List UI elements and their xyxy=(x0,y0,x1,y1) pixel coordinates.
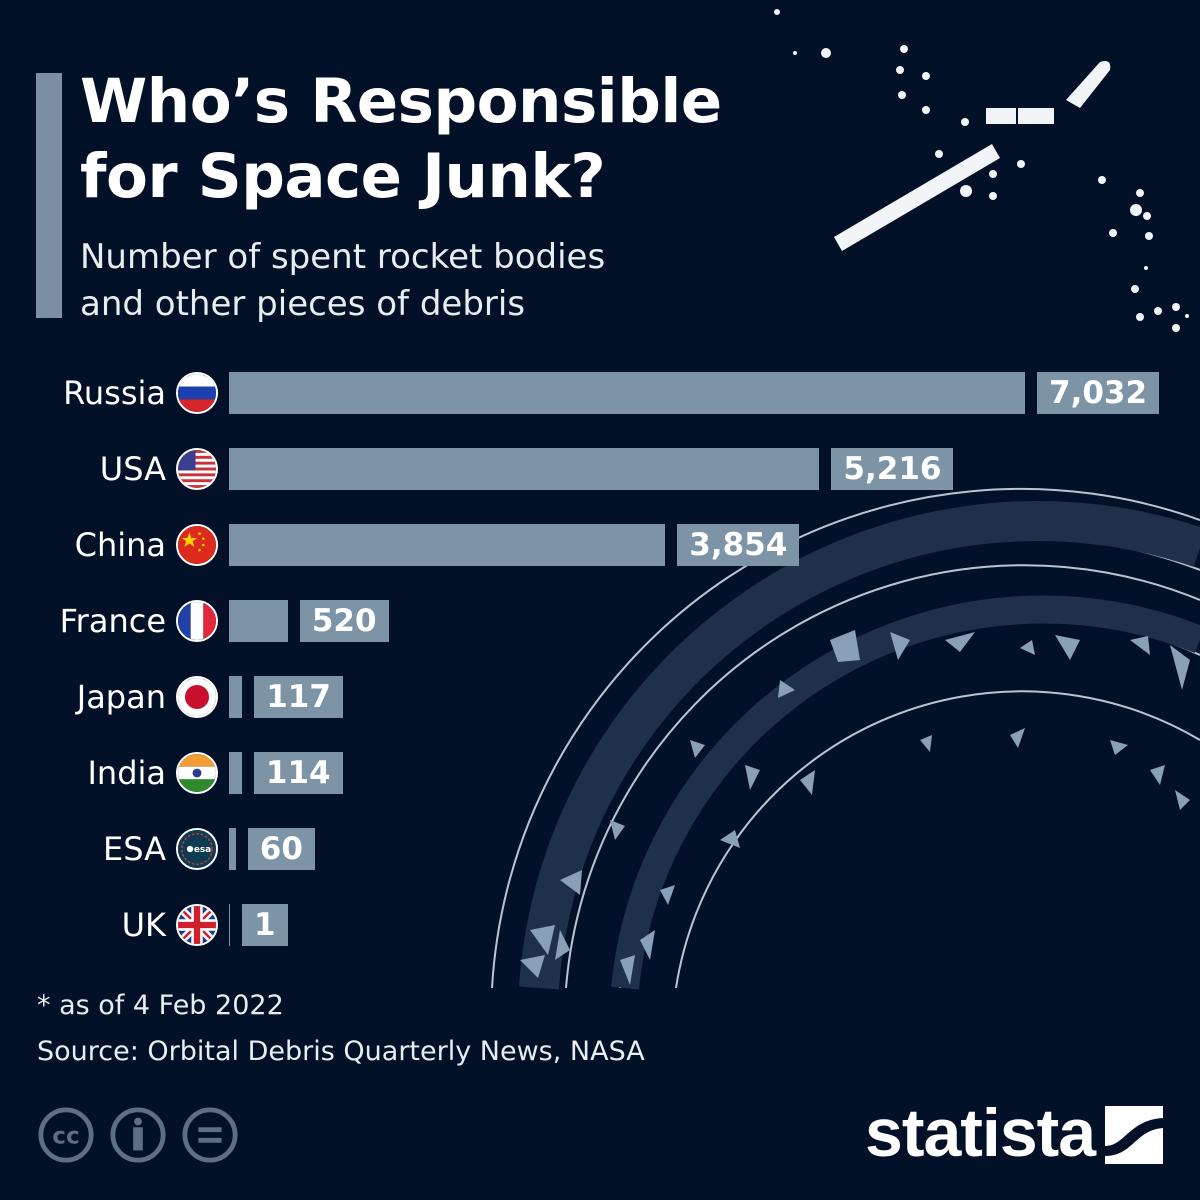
statista-logo-icon[interactable] xyxy=(1105,1106,1163,1164)
value-label: 1 xyxy=(242,904,288,946)
footnote: * as of 4 Feb 2022 xyxy=(37,990,284,1021)
india-flag-icon xyxy=(176,752,218,794)
bar-row-china: China 3,854 xyxy=(0,524,1200,566)
uk-flag-icon xyxy=(176,904,218,946)
row-label: India xyxy=(87,754,166,792)
usa-flag-icon xyxy=(176,448,218,490)
esa-logo-icon: esa xyxy=(176,828,218,870)
attribution-icon[interactable] xyxy=(109,1106,167,1164)
value-label: 5,216 xyxy=(831,448,954,490)
bar-row-japan: Japan 117 xyxy=(0,676,1200,718)
value-label: 114 xyxy=(253,752,343,794)
bar xyxy=(229,828,236,870)
bar-row-russia: Russia 7,032 xyxy=(0,372,1200,414)
row-label: France xyxy=(59,602,166,640)
value-label: 3,854 xyxy=(677,524,800,566)
china-flag-icon xyxy=(176,524,218,566)
svg-text:esa: esa xyxy=(194,845,211,855)
chart-subtitle: Number of spent rocket bodies and other … xyxy=(80,234,780,328)
title-line-1: Who’s Responsible xyxy=(80,66,722,137)
bar-row-uk: UK 1 xyxy=(0,904,1200,946)
row-label: USA xyxy=(99,450,166,488)
subtitle-line-2: and other pieces of debris xyxy=(80,284,526,324)
bar xyxy=(229,904,230,946)
value-label: 520 xyxy=(299,600,389,642)
france-flag-icon xyxy=(176,600,218,642)
value-label: 117 xyxy=(254,676,343,718)
cc-icon[interactable]: cc xyxy=(37,1106,95,1164)
bar xyxy=(229,448,820,490)
row-label: Russia xyxy=(63,374,166,412)
svg-text:cc: cc xyxy=(52,1123,80,1150)
value-label: 60 xyxy=(247,828,315,870)
bar xyxy=(229,524,666,566)
bar xyxy=(229,372,1025,414)
statista-logo-text[interactable]: statista xyxy=(865,1095,1096,1171)
value-label: 7,032 xyxy=(1037,372,1160,414)
bar xyxy=(229,600,288,642)
bar xyxy=(229,676,243,718)
subtitle-line-1: Number of spent rocket bodies xyxy=(80,237,606,277)
bar-row-india: India 114 xyxy=(0,752,1200,794)
row-label: UK xyxy=(121,906,166,944)
row-label: Japan xyxy=(76,678,166,716)
bar-row-france: France 520 xyxy=(0,600,1200,642)
russia-flag-icon xyxy=(176,372,218,414)
title-line-2: for Space Junk? xyxy=(80,141,606,212)
bar-row-esa: ESA esa 60 xyxy=(0,828,1200,870)
row-label: ESA xyxy=(102,830,166,868)
source-note: Source: Orbital Debris Quarterly News, N… xyxy=(37,1036,645,1067)
bar xyxy=(229,752,242,794)
license-icons: cc xyxy=(37,1106,239,1164)
title-accent-bar xyxy=(36,73,62,318)
chart-title: Who’s Responsible for Space Junk? xyxy=(80,64,780,214)
no-derivatives-icon[interactable] xyxy=(181,1106,239,1164)
row-label: China xyxy=(74,526,166,564)
japan-flag-icon xyxy=(176,676,218,718)
bar-row-usa: USA 5,216 xyxy=(0,448,1200,490)
